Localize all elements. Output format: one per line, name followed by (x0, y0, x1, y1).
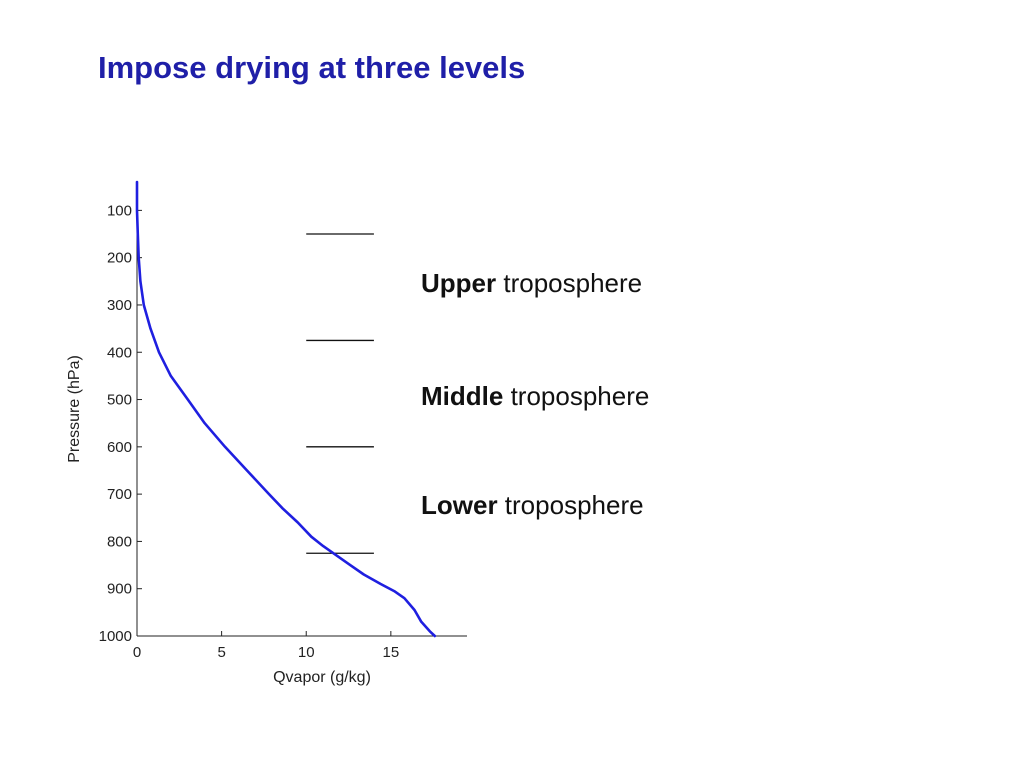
x-axis-label: Qvapor (g/kg) (273, 669, 371, 686)
y-tick-label-100: 100 (107, 202, 132, 219)
y-tick-label-200: 200 (107, 250, 132, 267)
x-tick-label-0: 0 (133, 644, 141, 661)
y-tick-label-900: 900 (107, 581, 132, 598)
slide-title: Impose drying at three levels (98, 50, 526, 85)
upper-troposphere-label: Upper troposphere (421, 268, 642, 299)
lower-troposphere-label: Lower troposphere (421, 490, 644, 521)
upper-label-rest: troposphere (496, 268, 643, 298)
y-tick-label-700: 700 (107, 486, 132, 503)
lower-label-rest: troposphere (497, 490, 644, 520)
series-line-0 (135, 180, 437, 638)
middle-troposphere-label: Middle troposphere (421, 381, 649, 412)
y-tick-label-300: 300 (107, 297, 132, 314)
middle-label-rest: troposphere (503, 381, 650, 411)
y-axis-label: Pressure (hPa) (66, 355, 83, 463)
x-tick-label-5: 5 (217, 644, 225, 661)
y-tick-label-500: 500 (107, 392, 132, 409)
x-tick-label-10: 10 (298, 644, 315, 661)
upper-label-bold: Upper (421, 268, 497, 298)
y-tick-label-400: 400 (107, 344, 132, 361)
y-tick-label-800: 800 (107, 533, 132, 550)
y-tick-label-1000: 1000 (99, 628, 132, 645)
y-tick-label-600: 600 (107, 439, 132, 456)
middle-label-bold: Middle (421, 381, 504, 411)
x-tick-label-15: 15 (383, 644, 400, 661)
lower-label-bold: Lower (421, 490, 498, 520)
